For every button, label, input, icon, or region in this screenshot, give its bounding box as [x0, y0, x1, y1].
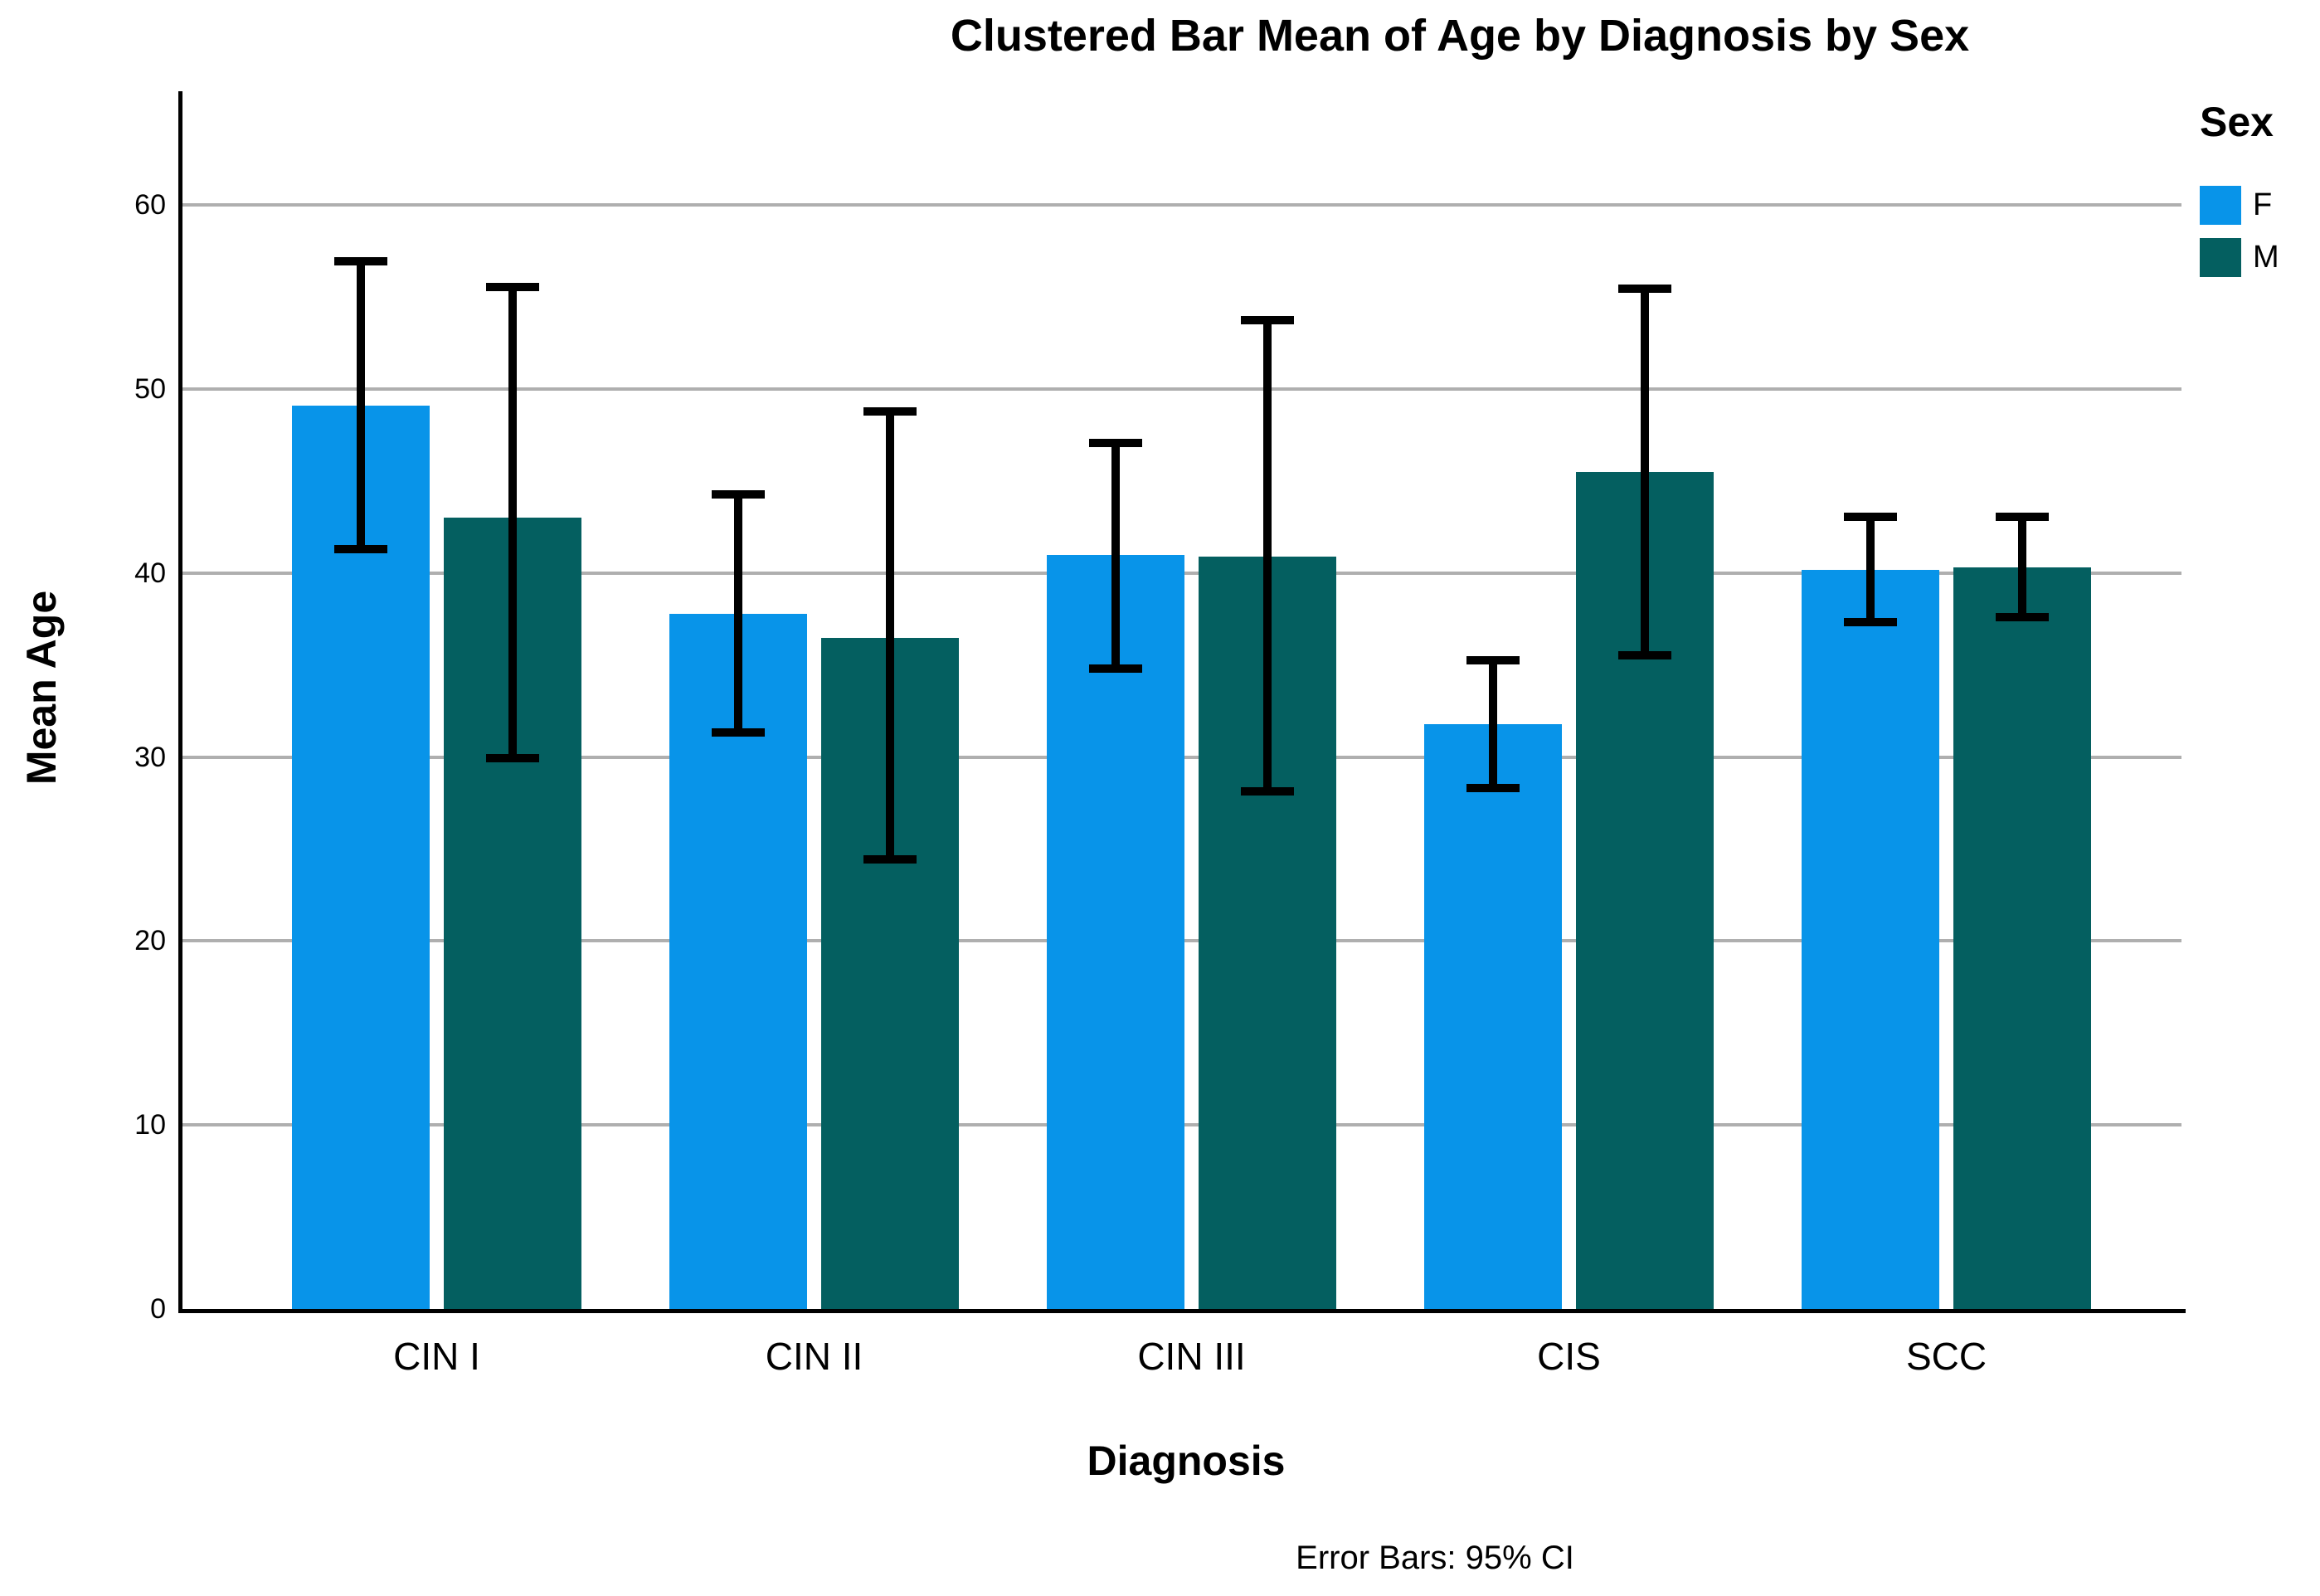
error-bar-stem [508, 282, 517, 763]
plot-area [182, 91, 2181, 1309]
error-bar-cap-bottom [486, 754, 539, 763]
legend-title: Sex [2200, 99, 2274, 145]
error-bar-stem [357, 256, 365, 553]
bar-scc-f [1802, 569, 1939, 1309]
legend: Sex F M [2200, 98, 2320, 290]
error-bar-stem [734, 490, 742, 737]
y-tick-label-10: 10 [134, 1109, 166, 1141]
error-bar-cap-top [712, 490, 765, 499]
error-bar-cap-bottom [1996, 612, 2049, 621]
bar-cis-f [1424, 723, 1562, 1309]
error-bar-cap-top [1241, 315, 1294, 324]
category-label-cis: CIS [1537, 1335, 1601, 1378]
category-label-cin-i: CIN I [393, 1335, 480, 1378]
legend-swatch-m [2200, 238, 2241, 277]
y-tick-label-50: 50 [134, 373, 166, 406]
x-axis-title: Diagnosis [1087, 1438, 1286, 1484]
y-tick-label-40: 40 [134, 557, 166, 589]
legend-swatch-f [2200, 186, 2241, 225]
category-label-cin-iii: CIN III [1137, 1335, 1246, 1378]
error-bar-stem [2018, 512, 2026, 621]
category-label-scc: SCC [1905, 1335, 1987, 1378]
error-bar-stem [1263, 315, 1272, 796]
error-bar-stem [1641, 284, 1649, 660]
error-bar-cap-top [334, 256, 387, 265]
gridline-50 [182, 387, 2181, 392]
error-bar-cap-bottom [712, 728, 765, 737]
x-axis-line [178, 1309, 2186, 1313]
error-bar-cap-top [1996, 512, 2049, 521]
error-bar-stem [1866, 512, 1875, 627]
y-axis-line [178, 91, 182, 1313]
error-bar-cap-top [1618, 284, 1671, 293]
y-tick-label-0: 0 [150, 1293, 166, 1325]
chart-title: Clustered Bar Mean of Age by Diagnosis b… [950, 11, 1970, 61]
bar-cin-iii-f [1047, 554, 1184, 1309]
error-bar-cap-bottom [1618, 651, 1671, 660]
error-bar-cap-bottom [1844, 618, 1897, 627]
category-label-cin-ii: CIN II [765, 1335, 863, 1378]
y-tick-label-30: 30 [134, 741, 166, 773]
error-bar-cap-top [1466, 655, 1520, 664]
bar-scc-m [1953, 567, 2091, 1309]
error-bar-cap-bottom [1241, 787, 1294, 796]
legend-item-f: F [2200, 186, 2320, 225]
error-bar-stem [886, 407, 894, 864]
error-bar-cap-top [863, 407, 917, 416]
error-bar-cap-bottom [863, 855, 917, 864]
error-bar-stem [1111, 439, 1120, 673]
gridline-60 [182, 203, 2181, 207]
y-tick-label-60: 60 [134, 189, 166, 221]
legend-label-m: M [2253, 240, 2279, 275]
error-bar-cap-bottom [1089, 664, 1142, 673]
error-bar-note: Error Bars: 95% CI [1296, 1540, 1574, 1576]
error-bar-cap-bottom [334, 544, 387, 553]
error-bar-cap-top [486, 282, 539, 291]
error-bar-cap-top [1844, 512, 1897, 521]
legend-item-m: M [2200, 238, 2320, 277]
error-bar-cap-top [1089, 439, 1142, 448]
error-bar-cap-bottom [1466, 783, 1520, 792]
error-bar-stem [1489, 655, 1497, 792]
y-tick-label-20: 20 [134, 925, 166, 957]
legend-label-f: F [2253, 187, 2273, 222]
bar-cin-i-f [292, 406, 430, 1309]
